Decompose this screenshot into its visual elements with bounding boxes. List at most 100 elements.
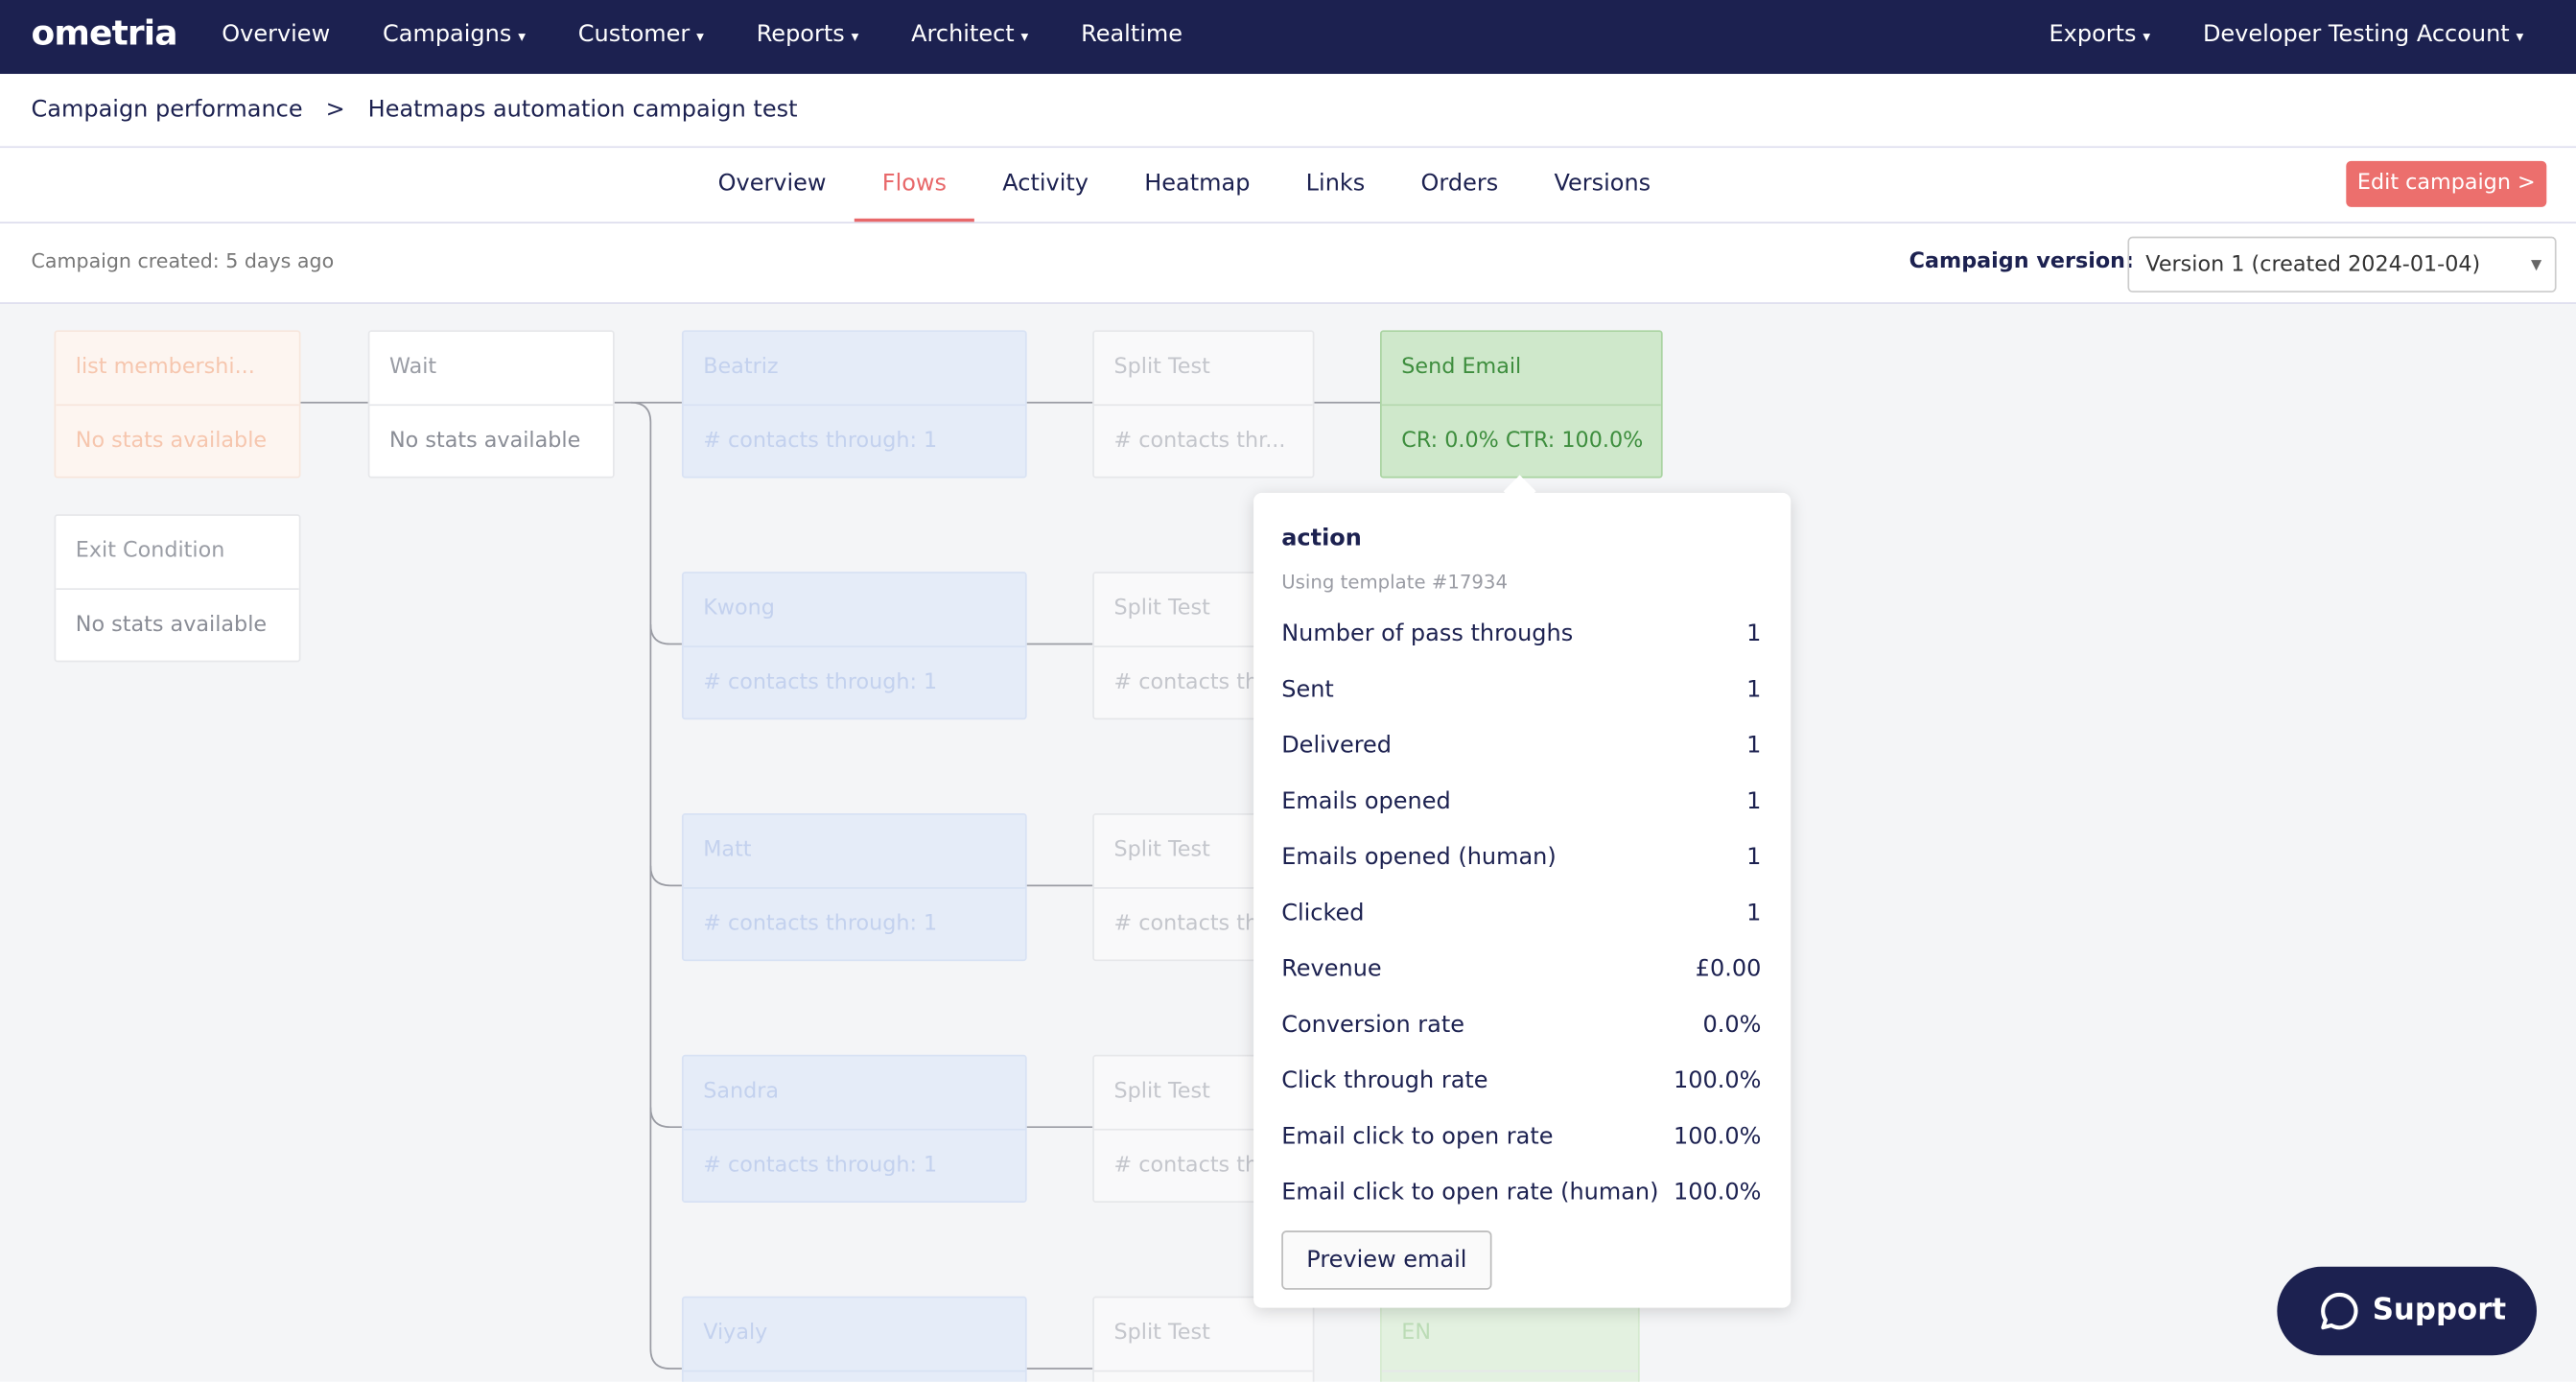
stat-label: Email click to open rate: [1281, 1123, 1554, 1151]
flow-node[interactable]: Sandra # contacts through: 1: [681, 1054, 1027, 1203]
tab[interactable]: Links: [1305, 171, 1366, 198]
flow-node[interactable]: Send Email CR: 0.0% CTR: 100.0%: [1380, 330, 1663, 479]
logo[interactable]: ometria: [31, 12, 178, 53]
support-button[interactable]: Support: [2277, 1266, 2538, 1356]
stat-value: 1: [1746, 733, 1762, 760]
popup-subtitle: Using template #17934: [1281, 570, 1509, 594]
nav-item[interactable]: Architect: [911, 21, 1028, 47]
stat-label: Click through rate: [1281, 1067, 1488, 1094]
popup-title: action: [1281, 526, 1362, 552]
node-title: Split Test: [1093, 574, 1313, 647]
stat-row: Email click to open rate 100.0%: [1281, 1124, 1761, 1150]
flow-node[interactable]: EN: [1380, 1296, 1640, 1382]
tab[interactable]: Versions: [1554, 171, 1651, 198]
tab[interactable]: Overview: [717, 171, 827, 198]
flow-node[interactable]: Exit Condition No stats available: [54, 514, 301, 663]
stat-value: 1: [1746, 788, 1762, 815]
stat-label: Number of pass throughs: [1281, 621, 1574, 647]
node-title: Wait: [369, 332, 613, 407]
tab[interactable]: Orders: [1420, 171, 1499, 198]
connectors: [300, 401, 1381, 1370]
nav-item[interactable]: Campaigns: [383, 21, 526, 47]
breadcrumb-separator: >: [325, 97, 345, 124]
stat-label: Clicked: [1281, 900, 1365, 927]
node-stat: # contacts through: 1: [703, 911, 938, 937]
version-select[interactable]: Version 1 (created 2024-01-04): [2127, 236, 2557, 294]
connector: [649, 623, 682, 645]
node-title: Exit Condition: [56, 516, 299, 591]
stat-label: Email click to open rate (human): [1281, 1180, 1659, 1206]
nav-items: Overview Campaigns Customer Reports Architec…: [222, 21, 1183, 47]
node-stat: CR: 0.0% CTR: 100.0%: [1401, 429, 1644, 454]
flow-node[interactable]: list membershi... No stats available: [54, 330, 301, 479]
tabs: Overview Flows Activity Heatmap Links Orders V…: [691, 148, 1679, 223]
stat-row: Revenue £0.00: [1281, 956, 1761, 982]
nav-item[interactable]: Reports: [757, 21, 859, 47]
node-title: Split Test: [1093, 1298, 1313, 1372]
tab[interactable]: Activity: [1002, 171, 1089, 198]
node-title: Split Test: [1093, 332, 1313, 407]
flow-node[interactable]: Split Test # contacts thr...: [1092, 330, 1315, 479]
stat-value: 1: [1746, 844, 1762, 871]
node-stat: # contacts thr...: [1113, 429, 1286, 454]
tab-bar: Overview Flows Activity Heatmap Links Orders V…: [0, 148, 2576, 223]
stat-row: Emails opened 1: [1281, 788, 1761, 814]
stat-row: Click through rate 100.0%: [1281, 1068, 1761, 1094]
created-text: Campaign created: 5 days ago: [31, 249, 335, 273]
breadcrumb-link[interactable]: Campaign performance: [31, 97, 303, 124]
flow-node[interactable]: Kwong # contacts through: 1: [681, 572, 1027, 720]
breadcrumb: Campaign performance > Heatmaps automati…: [32, 97, 798, 123]
stat-row: Emails opened (human) 1: [1281, 845, 1761, 871]
stat-row: Clicked 1: [1281, 901, 1761, 926]
edit-campaign-button[interactable]: Edit campaign >: [2346, 160, 2547, 207]
node-title: Split Test: [1093, 815, 1313, 889]
version-label: Campaign version:: [1909, 249, 2134, 275]
flow-node[interactable]: Viyaly: [681, 1296, 1027, 1382]
stat-row: Sent 1: [1281, 677, 1761, 703]
flow-node[interactable]: Beatriz # contacts through: 1: [681, 330, 1027, 479]
stat-label: Emails opened (human): [1281, 844, 1557, 871]
stats-popup: action Using template #17934 Number of p…: [1253, 475, 1791, 1308]
flow-node[interactable]: Matt # contacts through: 1: [681, 812, 1027, 962]
breadcrumb-bar: Campaign performance > Heatmaps automati…: [0, 74, 2576, 149]
stat-row: Delivered 1: [1281, 733, 1761, 759]
preview-email-button[interactable]: Preview email: [1281, 1230, 1492, 1290]
nav-item[interactable]: Overview: [222, 21, 331, 48]
tab[interactable]: Flows: [854, 148, 975, 223]
node-stat: No stats available: [75, 612, 268, 638]
node-stat: # contacts through: 1: [703, 429, 938, 454]
connector: [1026, 401, 1093, 1370]
connector: [649, 865, 682, 887]
stat-value: £0.00: [1695, 956, 1762, 983]
stat-value: 1: [1746, 621, 1762, 647]
nav-item[interactable]: Realtime: [1081, 21, 1183, 48]
node-stat: # contacts through: 1: [703, 1153, 938, 1179]
node-stat: # contacts th: [1113, 669, 1259, 695]
stat-label: Revenue: [1281, 956, 1382, 983]
node-title: EN: [1381, 1298, 1638, 1372]
node-title: Viyaly: [683, 1298, 1025, 1372]
node-title: Beatriz: [683, 332, 1025, 407]
node-stat: No stats available: [75, 429, 268, 454]
node-stat: # contacts through: 1: [703, 669, 938, 695]
flow-node[interactable]: Wait No stats available: [367, 330, 615, 479]
tab[interactable]: Heatmap: [1144, 171, 1251, 198]
node-title: Sandra: [683, 1057, 1025, 1131]
nav-item[interactable]: Exports: [2049, 21, 2151, 47]
nav-item[interactable]: Customer: [578, 21, 704, 47]
node-title: Send Email: [1381, 332, 1661, 407]
node-title: Kwong: [683, 574, 1025, 647]
support-label: Support: [2372, 1293, 2507, 1328]
stat-row: Conversion rate 0.0%: [1281, 1012, 1761, 1038]
stat-row: Email click to open rate (human) 100.0%: [1281, 1180, 1761, 1206]
connector: [649, 1107, 682, 1129]
node-stat: # contacts th: [1113, 1153, 1259, 1179]
stat-value: 100.0%: [1673, 1067, 1762, 1094]
connector: [614, 401, 682, 1370]
nav-item[interactable]: Developer Testing Account: [2203, 21, 2523, 47]
stat-value: 1: [1746, 676, 1762, 704]
nav-right: Exports Developer Testing Account: [2049, 21, 2524, 47]
flow-node[interactable]: Split Test: [1092, 1296, 1315, 1382]
node-stat: # contacts th: [1113, 911, 1259, 937]
